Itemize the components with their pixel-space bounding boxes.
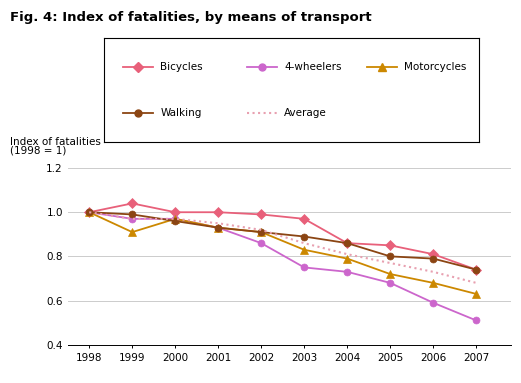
Text: Walking: Walking: [160, 108, 202, 118]
Text: Fig. 4: Index of fatalities, by means of transport: Fig. 4: Index of fatalities, by means of…: [10, 11, 372, 25]
Text: (1998 = 1): (1998 = 1): [10, 145, 67, 155]
Text: Average: Average: [284, 108, 327, 118]
Text: Index of fatalities: Index of fatalities: [10, 137, 101, 147]
Text: 4-wheelers: 4-wheelers: [284, 62, 342, 72]
Text: Motorcycles: Motorcycles: [404, 62, 467, 72]
Text: Bicycles: Bicycles: [160, 62, 203, 72]
